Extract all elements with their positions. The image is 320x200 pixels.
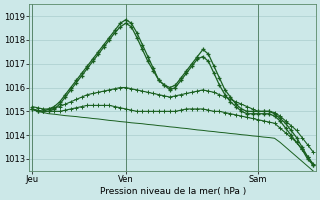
X-axis label: Pression niveau de la mer( hPa ): Pression niveau de la mer( hPa ) <box>100 187 246 196</box>
